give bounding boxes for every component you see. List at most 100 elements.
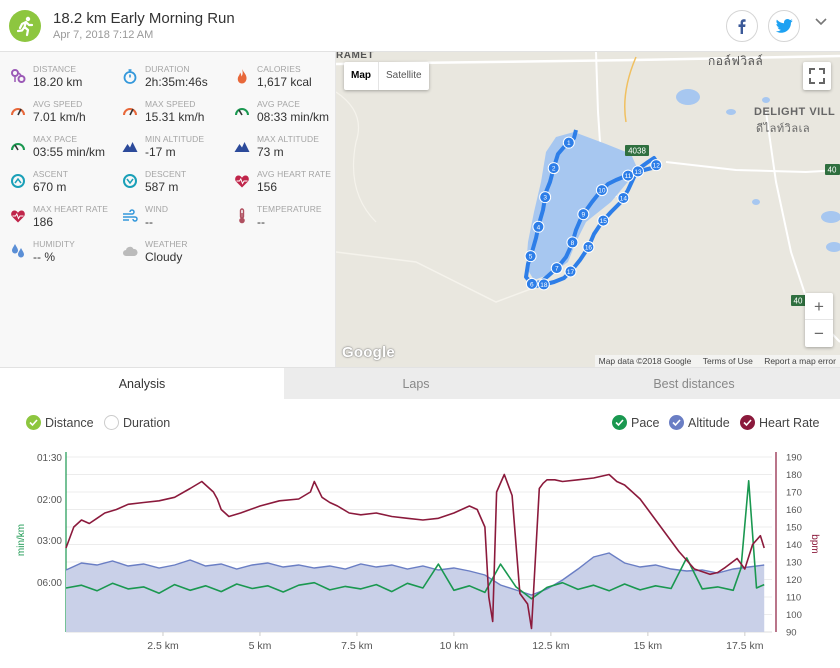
- km-marker[interactable]: [650, 159, 663, 172]
- y-left-tick-label: 03:00: [37, 536, 62, 547]
- km-marker-label: 1: [567, 140, 571, 147]
- km-marker[interactable]: [547, 162, 560, 175]
- stat-ascent: ASCENT 670 m: [0, 169, 112, 203]
- km-marker[interactable]: [550, 262, 563, 275]
- facebook-share-button[interactable]: [726, 10, 758, 42]
- y-left-tick-label: 06:00: [37, 578, 62, 589]
- km-marker[interactable]: [597, 214, 610, 227]
- pace-gauge-icon: [11, 143, 25, 151]
- y-right-tick-label: 100: [786, 610, 802, 621]
- km-marker-label: 11: [625, 173, 632, 180]
- stat-label: WEATHER: [145, 239, 188, 249]
- km-marker[interactable]: [532, 220, 545, 233]
- fullscreen-button[interactable]: [803, 62, 831, 90]
- speedometer-icon: [123, 108, 137, 116]
- map-type-map[interactable]: Map: [344, 62, 379, 90]
- toggle-pace[interactable]: Pace: [612, 415, 660, 434]
- stat-label: DURATION: [145, 64, 190, 74]
- zoom-in-button[interactable]: +: [805, 293, 833, 320]
- stat-value: 15.31 km/h: [145, 110, 205, 124]
- y-right-tick-label: 170: [786, 488, 802, 499]
- stat-value: 18.20 km: [33, 75, 83, 89]
- km-marker-label: 12: [653, 163, 661, 170]
- map-footer: Map data ©2018 Google Terms of Use Repor…: [594, 355, 840, 367]
- km-marker[interactable]: [595, 184, 608, 197]
- stat-calories: CALORIES 1,617 kcal: [224, 64, 336, 98]
- stat-distance: DISTANCE 18.20 km: [0, 64, 112, 98]
- km-marker[interactable]: [539, 191, 552, 204]
- stat-label: AVG HEART RATE: [257, 169, 331, 179]
- x-tick-label: 2.5 km: [147, 640, 179, 652]
- analysis-tabs: Analysis Laps Best distances: [0, 367, 840, 400]
- km-marker[interactable]: [617, 191, 630, 204]
- stat-avg-pace: AVG PACE 08:33 min/km: [224, 99, 336, 133]
- stat-value: --: [145, 215, 153, 229]
- toggle-pace-label: Pace: [631, 416, 660, 430]
- toggle-altitude[interactable]: Altitude: [669, 415, 730, 434]
- activity-title: 18.2 km Early Morning Run: [53, 10, 235, 27]
- km-marker[interactable]: [622, 169, 635, 182]
- report-map-error-link[interactable]: Report a map error: [764, 356, 836, 366]
- terms-of-use-link[interactable]: Terms of Use: [702, 356, 753, 366]
- chevron-down-icon[interactable]: [815, 18, 827, 26]
- tab-laps[interactable]: Laps: [402, 377, 430, 391]
- stat-temperature: TEMPERATURE --: [224, 204, 336, 238]
- km-marker[interactable]: [566, 236, 579, 249]
- km-marker[interactable]: [537, 278, 550, 291]
- x-tick-label: 15 km: [634, 640, 663, 652]
- stat-max-speed: MAX SPEED 15.31 km/h: [112, 99, 224, 133]
- km-marker-label: 13: [634, 169, 642, 176]
- heart-rate-icon: [235, 175, 249, 188]
- toggle-duration[interactable]: Duration: [104, 415, 170, 434]
- stat-max-altitude: MAX ALTITUDE 73 m: [224, 134, 336, 168]
- stat-label: HUMIDITY: [33, 239, 75, 249]
- y-right-tick-label: 150: [786, 523, 802, 534]
- stat-wind: WIND --: [112, 204, 224, 238]
- map-type-satellite[interactable]: Satellite: [386, 70, 422, 81]
- tab-best-distances[interactable]: Best distances: [653, 377, 735, 391]
- zoom-out-button[interactable]: −: [814, 324, 824, 343]
- stat-label: WIND: [145, 204, 169, 214]
- km-marker[interactable]: [562, 136, 575, 149]
- map-type-toggle[interactable]: Map Satellite: [344, 62, 429, 90]
- twitter-share-button[interactable]: [768, 10, 800, 42]
- road-shield-40a: 40: [828, 166, 837, 175]
- altitude-area: [66, 553, 765, 632]
- stat-label: AVG PACE: [257, 99, 300, 109]
- heart-rate-icon: [11, 210, 25, 223]
- km-marker[interactable]: [564, 265, 577, 278]
- km-marker-label: 16: [585, 244, 593, 251]
- wind-icon: [123, 209, 138, 222]
- km-marker[interactable]: [524, 250, 537, 263]
- speedometer-icon: [11, 108, 25, 116]
- stat-value: 670 m: [33, 180, 67, 194]
- analysis-chart[interactable]: 01:30 02:00 03:00 06:00 90 100 110 120 130 140 150…: [0, 440, 840, 668]
- km-marker[interactable]: [582, 240, 595, 253]
- toggle-heart-rate-label: Heart Rate: [759, 416, 820, 430]
- stat-value: -- %: [33, 250, 55, 264]
- pace-line: [65, 480, 765, 600]
- y-right-tick-label: 120: [786, 575, 802, 586]
- cloud-icon: [123, 246, 138, 256]
- toggle-heart-rate[interactable]: Heart Rate: [740, 415, 820, 434]
- km-marker[interactable]: [525, 277, 538, 290]
- km-marker[interactable]: [631, 165, 644, 178]
- km-marker-label: 6: [530, 281, 534, 288]
- y-left-axis-label: min/km: [16, 524, 27, 556]
- tab-analysis[interactable]: Analysis: [0, 368, 284, 400]
- y-right-tick-label: 130: [786, 558, 802, 569]
- stat-min-altitude: MIN ALTITUDE -17 m: [112, 134, 224, 168]
- zoom-control[interactable]: + −: [805, 293, 833, 347]
- descent-icon: [123, 174, 137, 188]
- km-marker[interactable]: [577, 208, 590, 221]
- route-map[interactable]: 1 2 3 4 5 6 7 8 9 10 11 12 13 14 15 16 17 18 4038 40 40 R…: [336, 52, 840, 367]
- heart-rate-line: [65, 473, 765, 630]
- droplets-icon: [12, 244, 24, 258]
- y-right-tick-label: 160: [786, 505, 802, 516]
- y-right-tick-label: 110: [786, 593, 801, 604]
- map-label-delight: DELIGHT VILL: [754, 106, 836, 118]
- toggle-distance[interactable]: Distance: [26, 415, 94, 434]
- km-marker-label: 10: [598, 188, 606, 195]
- stat-descent: DESCENT 587 m: [112, 169, 224, 203]
